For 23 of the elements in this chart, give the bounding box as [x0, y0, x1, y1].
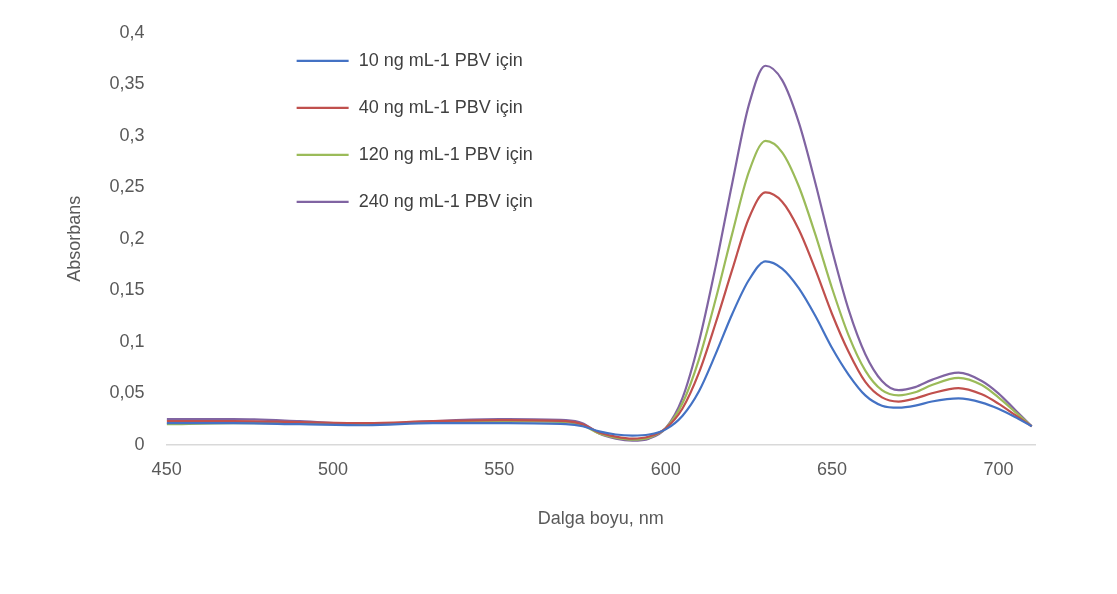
x-tick-label: 500: [317, 458, 349, 479]
legend-label: 40 ng mL-1 PBV için: [358, 96, 523, 117]
x-tick-label: 650: [817, 458, 848, 479]
line-series: [166, 191, 1033, 440]
x-tick-label: 700: [983, 458, 1014, 479]
y-tick-label: 0,05: [109, 382, 145, 403]
y-tick-label: 0: [134, 433, 145, 454]
x-axis-title: Dalga boyu, nm: [537, 508, 664, 529]
y-tick-label: 0,1: [119, 330, 145, 351]
y-tick-label: 0,25: [109, 176, 145, 197]
legend-label: 10 ng mL-1 PBV için: [358, 49, 523, 70]
y-tick-label: 0,15: [109, 279, 145, 300]
y-tick-label: 0,4: [119, 21, 145, 42]
y-axis-title: Absorbans: [63, 195, 84, 282]
y-tick-label: 0,2: [119, 227, 145, 248]
x-tick-label: 600: [650, 458, 681, 479]
y-tick-label: 0,35: [109, 73, 145, 94]
legend-label: 120 ng mL-1 PBV için: [358, 143, 533, 164]
y-tick-label: 0,3: [119, 124, 145, 145]
legend-label: 240 ng mL-1 PBV için: [358, 190, 533, 211]
line-series: [166, 260, 1033, 437]
x-tick-label: 450: [151, 458, 182, 479]
x-tick-label: 550: [484, 458, 515, 479]
